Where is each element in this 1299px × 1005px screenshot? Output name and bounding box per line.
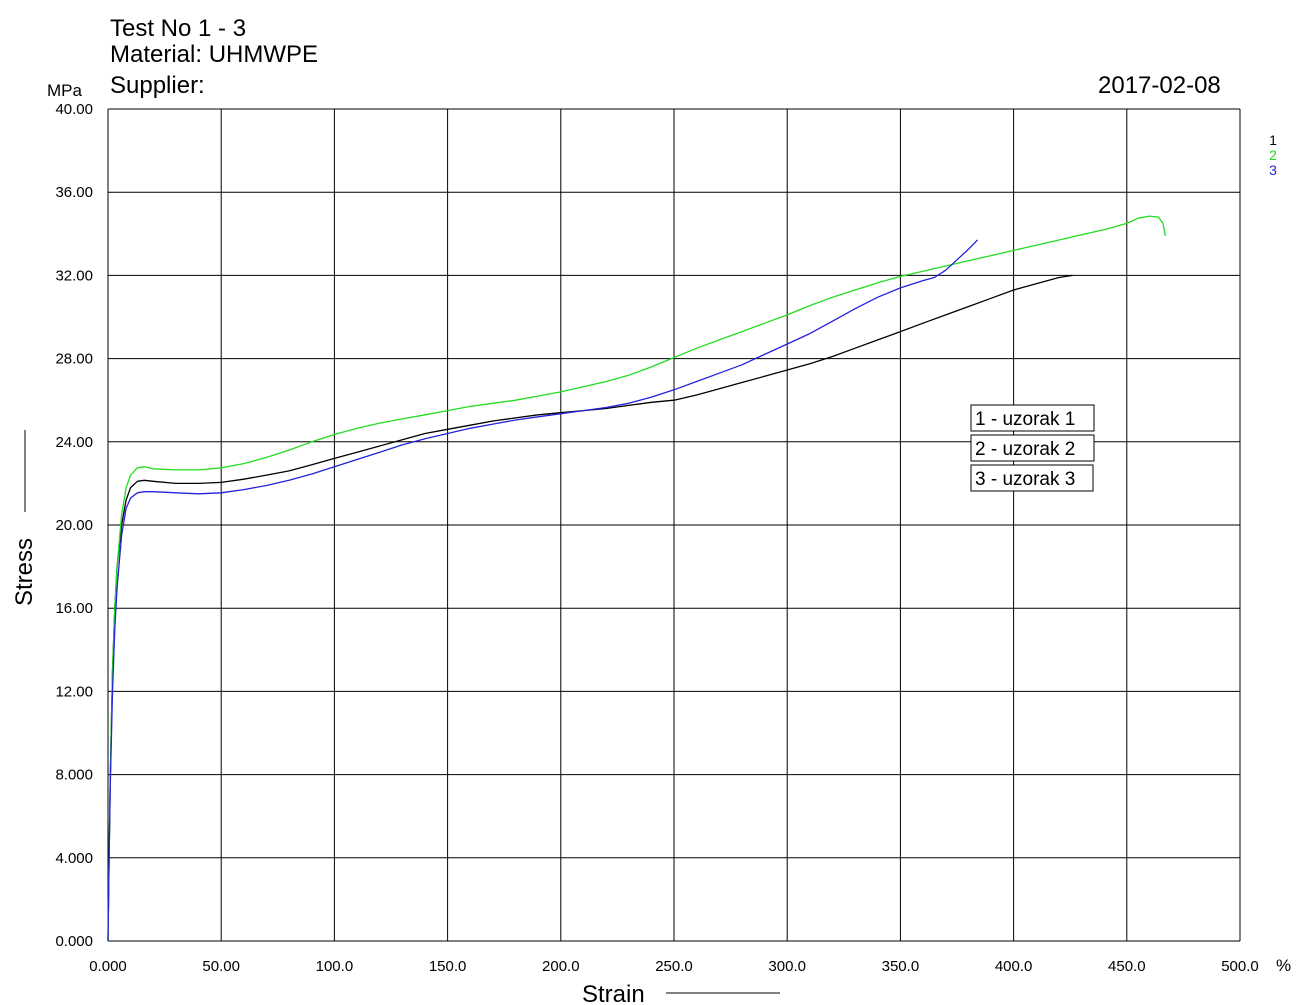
legend-box (970, 404, 1095, 432)
x-tick-label: 0.000 (89, 958, 127, 975)
y-tick-label: 32.00 (55, 267, 93, 284)
x-axis-ticks: 0.000 50.00 100.0 150.0 200.0 250.0 300.0 350.0… (89, 958, 1259, 975)
legend-box (970, 434, 1095, 462)
y-axis-title: Stress (11, 538, 38, 606)
x-tick-label: 100.0 (316, 958, 354, 975)
x-tick-label: 350.0 (882, 958, 920, 975)
y-tick-label: 20.00 (55, 517, 93, 534)
series-index-label: 2 (1269, 147, 1277, 163)
series-index-label: 1 (1269, 132, 1277, 148)
x-axis-unit: % (1276, 956, 1291, 975)
y-tick-label: 16.00 (55, 600, 93, 617)
y-tick-label: 0.000 (55, 933, 93, 950)
chart-series (107, 215, 1166, 942)
legend: 1 - uzorak 1 2 - uzorak 2 3 - uzorak 3 (970, 404, 1095, 492)
x-tick-label: 450.0 (1108, 958, 1146, 975)
series-line-1 (107, 274, 1073, 942)
y-axis-ticks: 0.000 4.000 8.000 12.00 16.00 20.00 24.00 28.00… (55, 101, 93, 950)
legend-entry: 3 - uzorak 3 (975, 469, 1075, 490)
y-tick-label: 36.00 (55, 184, 93, 201)
x-tick-label: 200.0 (542, 958, 580, 975)
supplier-label: Supplier: (110, 72, 205, 99)
x-tick-label: 250.0 (655, 958, 693, 975)
x-tick-label: 500.0 (1221, 958, 1259, 975)
chart-grid (107, 108, 1241, 942)
y-tick-label: 24.00 (55, 434, 93, 451)
y-tick-label: 8.000 (55, 767, 93, 784)
x-axis-title: Strain (582, 981, 645, 1005)
legend-box (970, 464, 1094, 492)
x-tick-label: 400.0 (995, 958, 1033, 975)
series-line-2 (107, 215, 1166, 942)
y-tick-label: 12.00 (55, 683, 93, 700)
y-axis-unit: MPa (47, 81, 83, 100)
y-tick-label: 28.00 (55, 351, 93, 368)
series-line-3 (107, 239, 978, 942)
x-tick-label: 300.0 (768, 958, 806, 975)
legend-entry: 2 - uzorak 2 (975, 439, 1075, 460)
x-tick-label: 50.00 (202, 958, 240, 975)
test-number: Test No 1 - 3 (110, 15, 247, 42)
y-tick-label: 40.00 (55, 101, 93, 118)
test-date: 2017-02-08 (1098, 72, 1221, 99)
y-tick-label: 4.000 (55, 850, 93, 867)
material-label: Material: UHMWPE (110, 41, 319, 68)
x-tick-label: 150.0 (429, 958, 467, 975)
series-index-labels: 123 (1269, 132, 1277, 178)
series-index-label: 3 (1269, 162, 1277, 178)
legend-entry: 1 - uzorak 1 (975, 409, 1075, 430)
